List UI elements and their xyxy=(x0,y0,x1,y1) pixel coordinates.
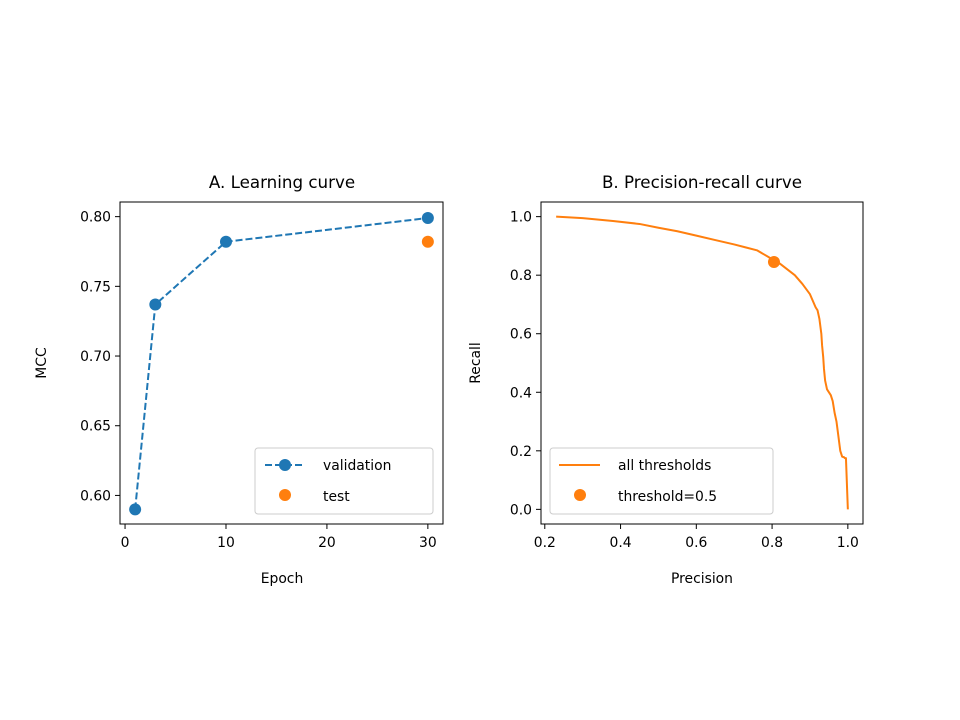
panel-b-legend-box xyxy=(549,447,774,515)
panel-a-y-tick-label: 0.60 xyxy=(80,488,111,504)
panel-b-y-tick-label: 0.6 xyxy=(510,327,532,343)
panel-b-y-tick-label: 0.8 xyxy=(510,268,532,284)
panel-b-x-tick-label: 0.4 xyxy=(610,535,632,551)
panel-a-learning-curve: A. Learning curve 0 10 20 30 0.600.650.700.… xyxy=(34,172,444,587)
legend-threshold-marker-swatch xyxy=(574,489,586,501)
panel-b-precision-recall-curve: B. Precision-recall curve 0.2 0.4 0.6 0.8 1.… xyxy=(468,172,864,587)
panel-a-x-tick-label: 0 xyxy=(121,535,130,551)
panel-a-x-axis-label: Epoch xyxy=(261,571,304,587)
panel-b-y-tick-label: 0.0 xyxy=(510,502,532,518)
panel-b-y-tick-label: 0.2 xyxy=(510,444,532,460)
panel-b-y-axis-label: Recall xyxy=(468,342,484,383)
panel-b-x-tick-label: 0.6 xyxy=(685,535,707,551)
panel-a-frame xyxy=(119,201,444,525)
panel-b-x-tick-label: 0.8 xyxy=(761,535,783,551)
panel-b-x-tick-label: 0.2 xyxy=(534,535,556,551)
series-test-point xyxy=(421,235,434,248)
panel-b-y-ticks: 0.0 0.2 0.4 0.6 0.8 1.0 xyxy=(510,210,541,518)
panel-a-plot-area xyxy=(129,212,434,516)
panel-b-y-tick-label: 0.4 xyxy=(510,385,532,401)
panel-b-x-axis-label: Precision xyxy=(671,571,733,587)
panel-a-y-ticks: 0.60 0.65 0.70 0.75 0.80 xyxy=(80,210,120,504)
panel-a-x-tick-label: 30 xyxy=(419,535,437,551)
panel-b-legend: all thresholds threshold=0.5 xyxy=(549,447,774,515)
panel-a-y-tick-label: 0.75 xyxy=(80,279,111,295)
panel-a-x-tick-label: 10 xyxy=(217,535,235,551)
series-threshold-0-5-point xyxy=(767,256,780,269)
panel-b-x-tick-label: 1.0 xyxy=(837,535,859,551)
panel-b-plot-area xyxy=(556,215,849,510)
panel-b-frame xyxy=(540,201,864,525)
panel-a-legend: validation test xyxy=(254,447,434,515)
panel-a-y-tick-label: 0.80 xyxy=(80,210,111,226)
panel-a-y-tick-label: 0.70 xyxy=(80,349,111,365)
series-validation-point xyxy=(129,503,142,516)
series-validation-line xyxy=(134,217,428,510)
panel-b-y-tick-label: 1.0 xyxy=(510,210,532,226)
panel-b-x-ticks: 0.2 0.4 0.6 0.8 1.0 xyxy=(534,524,859,551)
panel-a-title: A. Learning curve xyxy=(209,172,355,192)
legend-validation-marker-swatch xyxy=(279,459,291,471)
panel-a-y-tick-label: 0.65 xyxy=(80,419,111,435)
series-validation-point xyxy=(219,235,232,248)
panel-a-y-axis-label: MCC xyxy=(34,347,50,378)
series-validation-point xyxy=(421,212,434,225)
legend-validation-label: validation xyxy=(323,458,391,474)
legend-all-thresholds-label: all thresholds xyxy=(618,458,711,474)
series-all-thresholds-line xyxy=(556,215,849,510)
series-validation-point xyxy=(149,298,162,311)
legend-test-marker-swatch xyxy=(279,489,291,501)
legend-threshold-label: threshold=0.5 xyxy=(618,489,717,505)
panel-a-x-ticks: 0 10 20 30 xyxy=(121,524,437,551)
panel-b-title: B. Precision-recall curve xyxy=(602,172,802,192)
panel-a-x-tick-label: 20 xyxy=(318,535,336,551)
legend-test-label: test xyxy=(323,489,350,505)
